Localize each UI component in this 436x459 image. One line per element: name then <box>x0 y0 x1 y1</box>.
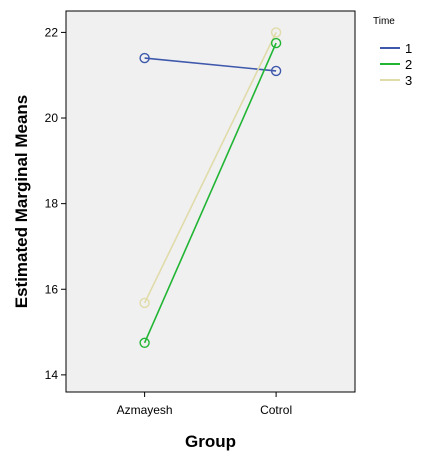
data-point-1 <box>270 65 282 77</box>
y-tick-label: 14 <box>45 368 59 382</box>
x-tick-label: Azmayesh <box>117 403 173 417</box>
legend-title: Time <box>373 16 395 27</box>
data-point-1 <box>139 52 150 64</box>
y-tick-label: 22 <box>45 25 59 39</box>
legend-label-2: 2 <box>405 57 412 72</box>
plot-area <box>65 10 356 393</box>
data-point-3 <box>270 27 282 38</box>
y-tick-label: 20 <box>45 111 59 125</box>
y-axis: 14 16 18 20 22 <box>45 25 66 382</box>
data-point-2 <box>139 337 150 348</box>
x-axis-title: Group <box>185 432 236 451</box>
x-axis: Azmayesh Cotrol <box>117 392 292 417</box>
data-point-3 <box>139 297 150 309</box>
y-tick-label: 16 <box>45 282 59 296</box>
data-point-2 <box>270 37 282 49</box>
y-tick-label: 18 <box>45 197 59 211</box>
legend-label-1: 1 <box>405 41 412 56</box>
series-line-2 <box>143 42 277 344</box>
legend: Time 123 <box>373 16 412 88</box>
series-line-3 <box>143 32 277 304</box>
legend-label-3: 3 <box>405 73 412 88</box>
y-axis-title: Estimated Marginal Means <box>12 95 31 309</box>
series-line-1 <box>144 57 277 72</box>
x-tick-label: Cotrol <box>260 403 292 417</box>
series-layer <box>139 27 282 348</box>
